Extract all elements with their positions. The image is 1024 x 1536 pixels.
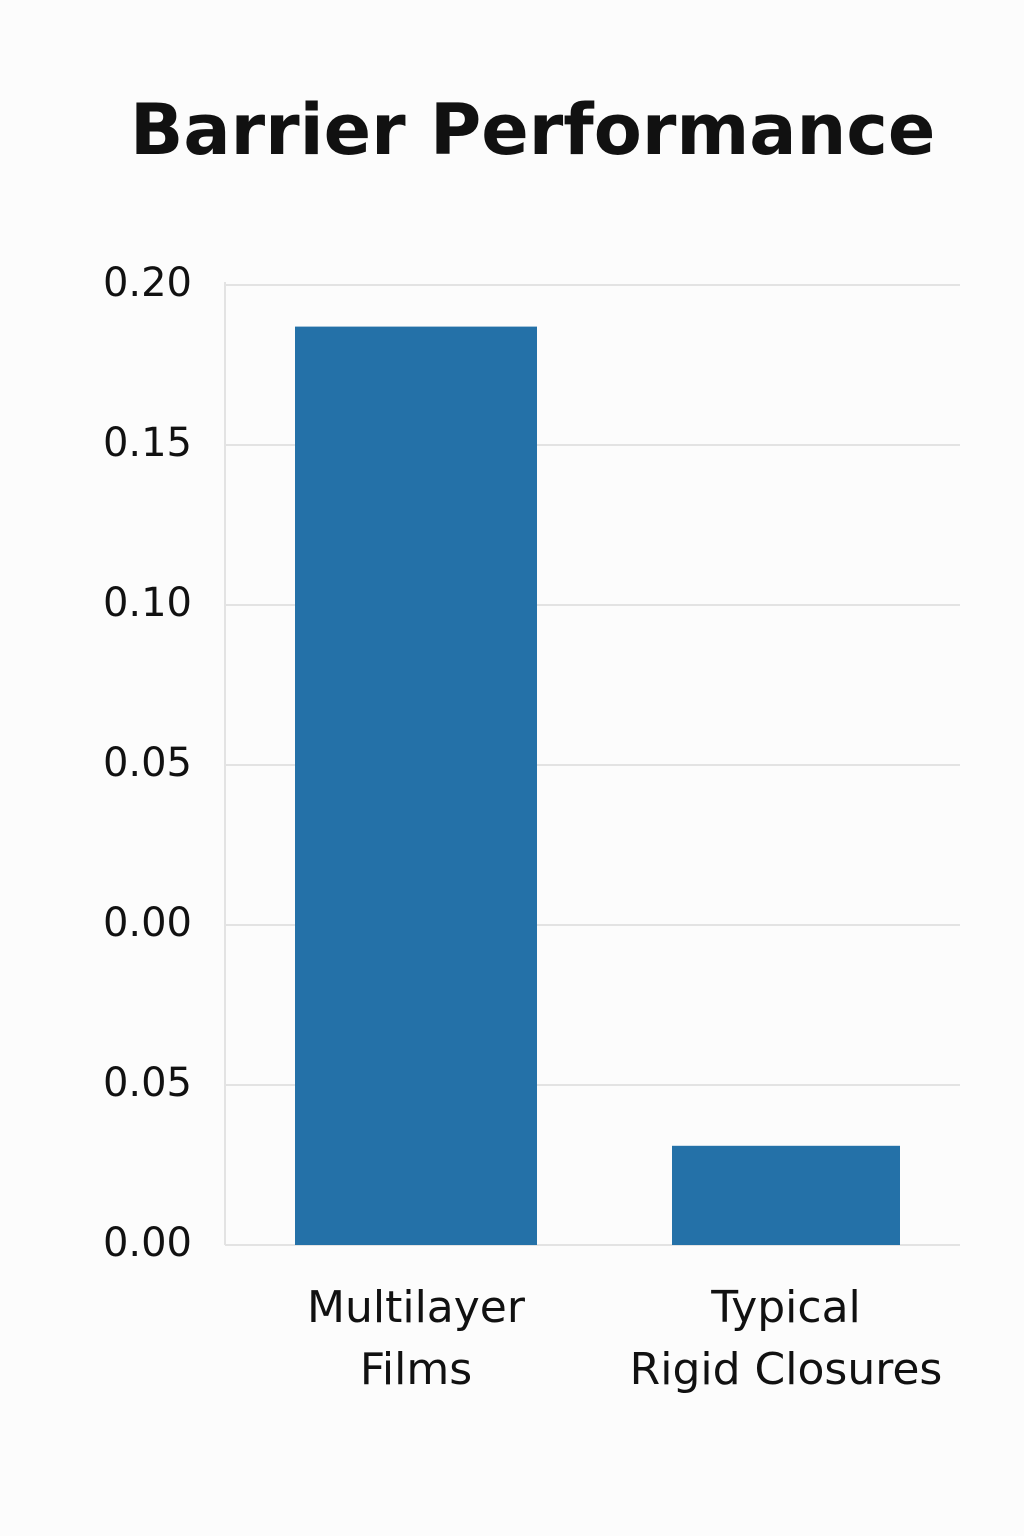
x-tick-label: Typical Rigid Closures	[630, 1282, 943, 1395]
y-tick-label: 0.15	[103, 420, 192, 466]
x-tick-label-line: Rigid Closures	[630, 1344, 943, 1395]
x-tick-label-line: Films	[360, 1344, 472, 1395]
bar	[295, 326, 537, 1246]
chart-title: Barrier Performance	[130, 89, 935, 171]
y-tick-label: 0.00	[103, 900, 192, 946]
y-tick-label: 0.05	[103, 740, 192, 786]
y-tick-label: 0.05	[103, 1060, 192, 1106]
y-tick-label: 0.10	[103, 580, 192, 626]
y-tick-label: 0.20	[103, 260, 192, 306]
x-tick-label-line: Multilayer	[307, 1282, 526, 1333]
bar	[672, 1145, 900, 1245]
y-tick-label: 0.00	[103, 1220, 192, 1266]
x-tick-label: Multilayer Films	[307, 1282, 526, 1395]
x-tick-label-line: Typical	[710, 1282, 861, 1333]
